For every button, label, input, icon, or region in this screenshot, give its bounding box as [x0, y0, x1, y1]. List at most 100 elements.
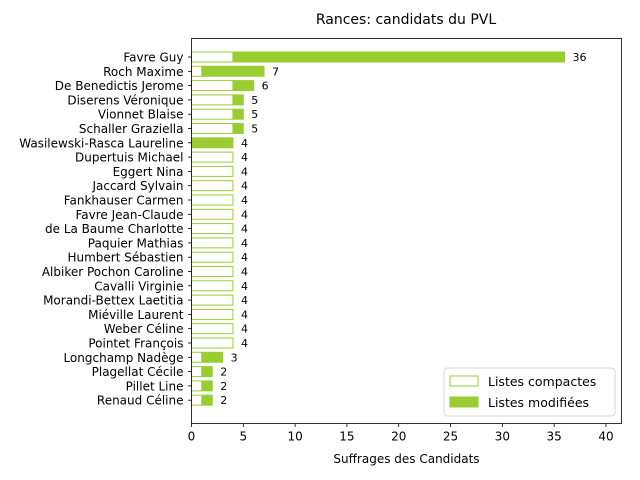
data-label: 4	[241, 266, 248, 279]
data-label: 7	[272, 65, 279, 78]
bar-modifiees	[232, 51, 566, 63]
bar-compactes	[191, 151, 234, 163]
bar-compactes	[191, 366, 203, 378]
data-label: 4	[241, 337, 248, 350]
legend: Listes compactes Listes modifiées	[443, 367, 616, 417]
bar-compactes	[191, 251, 234, 263]
bar-modifiees	[201, 65, 265, 77]
bar-compactes	[191, 80, 234, 92]
y-tick-label: Miéville Laurent	[88, 308, 184, 322]
chart-title: Rances: candidats du PVL	[316, 12, 496, 28]
bars-group	[191, 51, 566, 406]
y-tick-label: De Benedictis Jerome	[55, 79, 184, 93]
y-tick-label: de La Baume Charlotte	[45, 222, 184, 236]
data-label: 4	[241, 180, 248, 193]
legend-swatch-compactes	[449, 375, 479, 387]
y-tick-label: Diserens Véronique	[67, 93, 183, 107]
bar-compactes	[191, 180, 234, 192]
data-label: 2	[220, 380, 227, 393]
data-label: 4	[241, 208, 248, 221]
bar-modifiees	[201, 351, 224, 363]
bar-compactes	[191, 394, 203, 406]
bar-modifiees	[232, 108, 244, 120]
y-tick-label: Paquier Mathias	[88, 236, 184, 250]
bar-modifiees	[201, 380, 213, 392]
x-tick-label: 30	[495, 430, 510, 444]
data-label: 4	[241, 294, 248, 307]
x-tick-label: 5	[239, 430, 247, 444]
plot-frame	[191, 38, 622, 424]
x-tick-label: 35	[547, 430, 562, 444]
data-label: 4	[241, 151, 248, 164]
bar-compactes	[191, 223, 234, 235]
y-tick-label: Longchamp Nadège	[63, 351, 183, 365]
data-label: 2	[220, 366, 227, 379]
x-tick-label: 20	[391, 430, 406, 444]
y-tick-label: Cavalli Virginie	[94, 279, 183, 293]
data-label: 4	[241, 137, 248, 150]
y-tick-label: Pillet Line	[126, 379, 184, 393]
y-tick-label: Renaud Céline	[97, 394, 184, 408]
bar-compactes	[191, 208, 234, 220]
data-label: 4	[241, 280, 248, 293]
bar-modifiees	[232, 80, 255, 92]
y-tick-label: Jaccard Sylvain	[91, 179, 183, 193]
x-axis-ticks: 0 5 10 15 20 25 30 35 40	[188, 423, 614, 444]
y-tick-label: Wasilewski-Rasca Laureline	[19, 136, 183, 150]
data-label: 36	[573, 51, 587, 64]
data-label: 4	[241, 223, 248, 236]
bar-modifiees	[191, 137, 234, 149]
y-tick-label: Humbert Sébastien	[67, 251, 183, 265]
bar-compactes	[191, 123, 234, 134]
y-tick-label: Fankhauser Carmen	[64, 194, 184, 208]
legend-swatch-modifiees	[449, 396, 479, 408]
y-tick-label: Albiker Pochon Caroline	[42, 265, 184, 279]
bar-compactes	[191, 165, 234, 177]
y-tick-label: Eggert Nina	[113, 165, 184, 179]
bar-compactes	[191, 351, 203, 363]
y-tick-label: Weber Céline	[104, 322, 184, 336]
bar-compactes	[191, 337, 234, 349]
x-tick-label: 40	[598, 430, 613, 444]
bar-compactes	[191, 51, 234, 63]
data-label: 4	[241, 165, 248, 178]
x-tick-label: 15	[339, 430, 354, 444]
data-label: 5	[251, 94, 258, 107]
bar-modifiees	[232, 94, 244, 106]
bar-compactes	[191, 94, 234, 106]
data-label: 4	[241, 323, 248, 336]
bar-modifiees	[232, 123, 244, 134]
bar-compactes	[191, 108, 234, 120]
data-label: 2	[220, 394, 227, 407]
x-tick-label: 0	[188, 430, 196, 444]
data-label: 4	[241, 308, 248, 321]
y-tick-label: Morandi-Bettex Laetitia	[43, 294, 183, 308]
data-label: 4	[241, 251, 248, 264]
legend-label-modifiees: Listes modifiées	[488, 395, 589, 410]
bar-modifiees	[201, 394, 213, 406]
data-label: 6	[262, 80, 269, 93]
data-label: 5	[251, 123, 258, 136]
x-axis-title: Suffrages des Candidats	[333, 452, 479, 466]
y-tick-label: Favre Jean-Claude	[75, 208, 183, 222]
bar-compactes	[191, 294, 234, 306]
data-label: 3	[231, 351, 238, 364]
bar-compactes	[191, 308, 234, 320]
bar-compactes	[191, 323, 234, 335]
bar-compactes	[191, 65, 203, 77]
y-tick-label: Vionnet Blaise	[98, 108, 184, 122]
y-tick-label: Plagellat Cécile	[92, 365, 184, 379]
data-label: 4	[241, 194, 248, 207]
y-tick-label: Favre Guy	[123, 51, 183, 65]
y-tick-label: Schaller Graziella	[79, 122, 184, 136]
y-tick-label: Dupertuis Michael	[75, 151, 183, 165]
data-label: 5	[251, 108, 258, 121]
bar-modifiees	[201, 366, 213, 378]
x-tick-label: 25	[443, 430, 458, 444]
legend-frame	[443, 367, 616, 417]
bar-compactes	[191, 194, 234, 206]
bar-compactes	[191, 380, 203, 392]
x-tick-label: 10	[287, 430, 302, 444]
